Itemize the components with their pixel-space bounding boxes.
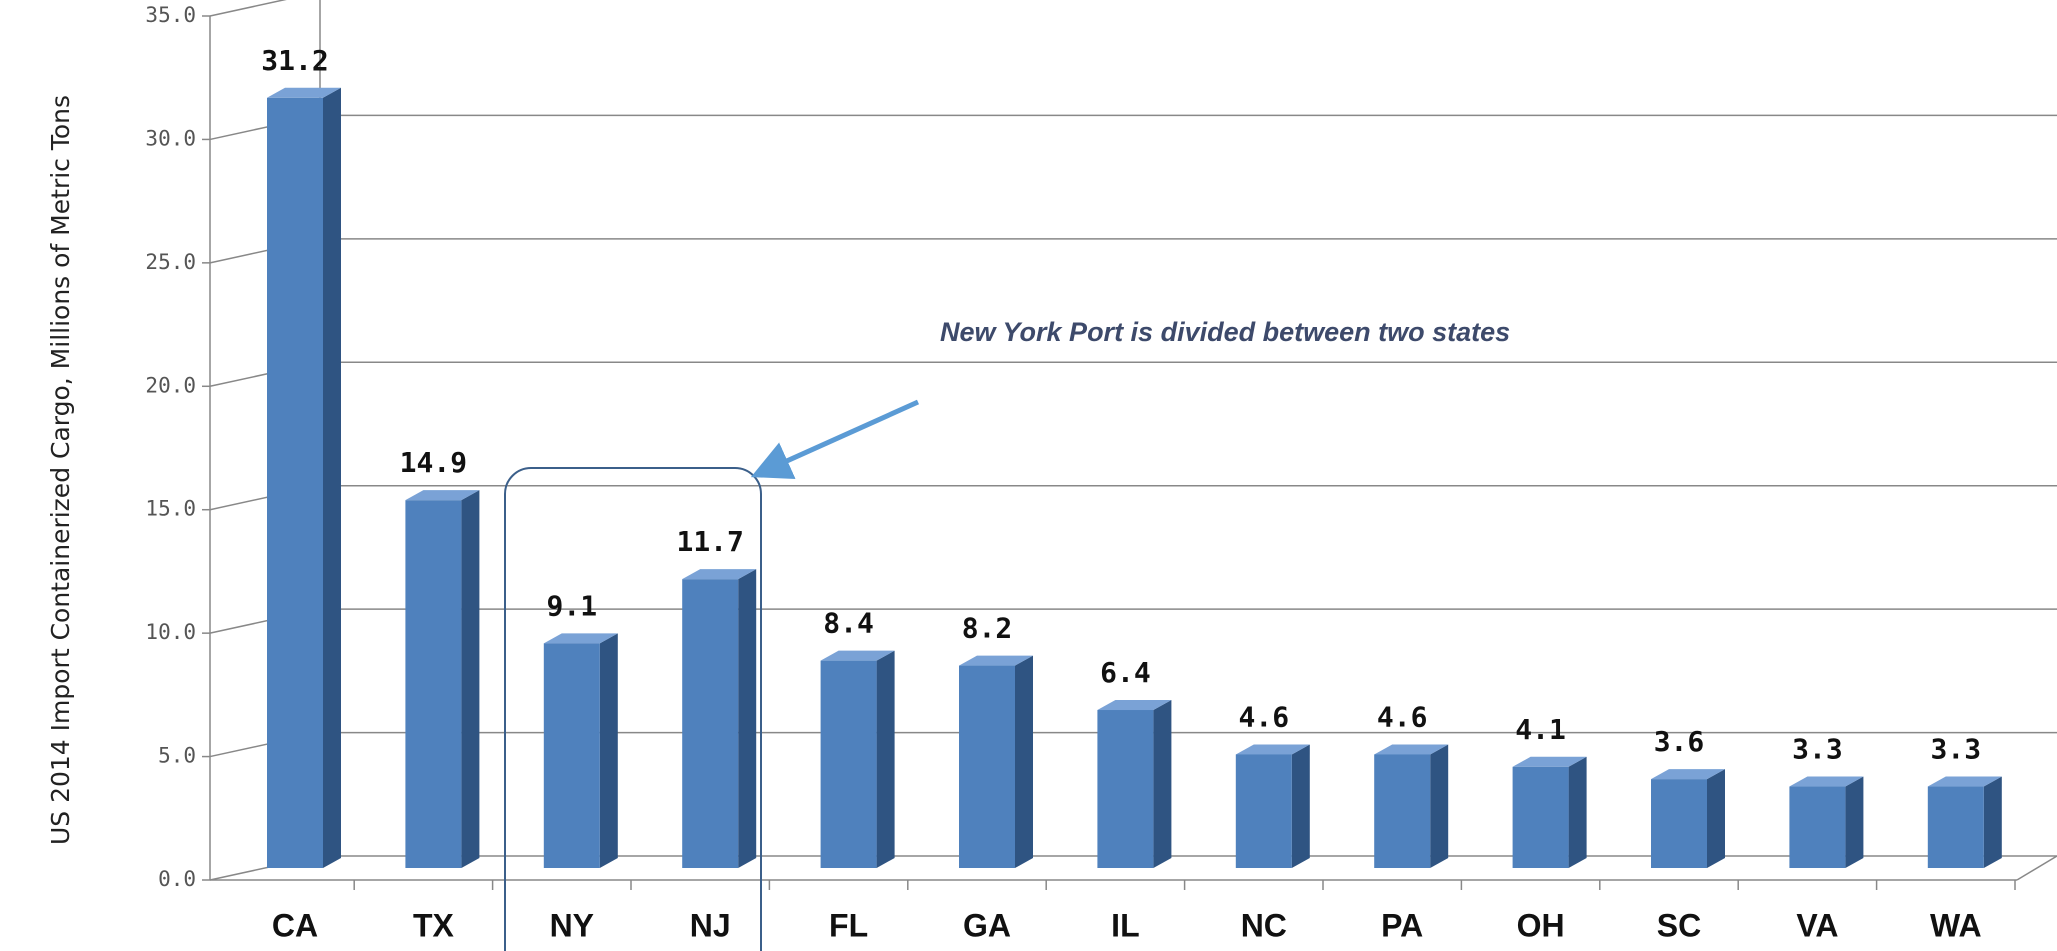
x-tick-label: SC: [1657, 907, 1701, 943]
bar: [1097, 710, 1154, 868]
bar-side: [1983, 776, 2002, 868]
bar: [820, 660, 877, 868]
bar: [1512, 766, 1569, 868]
x-tick-label: TX: [413, 907, 455, 943]
y-tick-label: 10.0: [145, 620, 196, 644]
floor-right: [2016, 855, 2057, 881]
bar-top: [267, 87, 341, 98]
y-tick-label: 30.0: [145, 126, 196, 150]
value-label: 3.3: [1931, 733, 1982, 766]
value-label: 11.7: [676, 525, 743, 558]
bar-top: [543, 633, 618, 644]
bar-top: [820, 650, 895, 661]
annotation-arrow: [750, 399, 920, 479]
bar-side: [1845, 776, 1864, 868]
y-tick-label: 5.0: [158, 744, 196, 768]
bar-side: [1015, 655, 1033, 868]
bar: [267, 97, 323, 868]
x-tick-label: CA: [272, 907, 318, 943]
y-tick-label: 35.0: [145, 3, 196, 27]
value-label: 14.9: [400, 446, 467, 479]
bars: 31.2 14.9 9.1 11.7 8.4 8.2 6.4 4.6 4.6 4.1 3.6 3.3 3…: [261, 44, 2002, 868]
value-label: 4.1: [1515, 713, 1566, 746]
bar-top: [405, 490, 480, 501]
value-label: 3.3: [1792, 733, 1843, 766]
bar-top: [1789, 776, 1864, 787]
tick-slant: [209, 0, 287, 17]
y-axis-label: US 2014 Import Containerized Cargo, Mill…: [46, 95, 75, 845]
value-label: 9.1: [547, 589, 598, 622]
bar: [543, 643, 600, 868]
bar: [1651, 779, 1707, 868]
bar: [682, 579, 739, 868]
bar-top: [959, 655, 1033, 666]
bar: [1789, 786, 1846, 868]
y-tick-label: 25.0: [145, 250, 196, 274]
x-tick-label: FL: [829, 907, 868, 943]
bar-side: [876, 650, 895, 868]
bar-side: [1153, 700, 1172, 868]
value-label: 3.6: [1654, 725, 1705, 758]
x-tick-label: IL: [1111, 907, 1139, 943]
bar-side: [1291, 744, 1310, 868]
bar: [405, 500, 462, 868]
y-tick-label: 0.0: [158, 867, 196, 891]
value-label: 31.2: [261, 44, 328, 77]
bar-top: [682, 569, 757, 580]
x-tick-label: GA: [963, 907, 1011, 943]
value-label: 8.2: [962, 612, 1013, 645]
bar-top: [1097, 700, 1172, 711]
bar-side: [1430, 744, 1449, 868]
bar: [1235, 754, 1292, 868]
bar-top: [1651, 769, 1725, 780]
value-label: 6.4: [1100, 656, 1151, 689]
bar-top: [1235, 744, 1310, 755]
bar: [959, 665, 1015, 868]
x-tick-label: WA: [1930, 907, 1982, 943]
annotation: New York Port is divided between two sta…: [940, 317, 1510, 347]
bar-top: [1512, 756, 1587, 767]
highlight-box: [504, 467, 762, 951]
bar-top: [1374, 744, 1449, 755]
bar-side: [461, 490, 480, 868]
bar-side: [1568, 756, 1587, 868]
bar-top: [1927, 776, 2002, 787]
value-label: 4.6: [1377, 700, 1428, 733]
value-label: 4.6: [1239, 700, 1290, 733]
x-tick-label: NC: [1241, 907, 1287, 943]
x-tick-label: OH: [1517, 907, 1565, 943]
bar: [1374, 754, 1431, 868]
x-tick-label: PA: [1381, 907, 1423, 943]
y-tick-label: 20.0: [145, 373, 196, 397]
bar-side: [599, 633, 618, 868]
x-tick-label: NY: [550, 907, 594, 943]
bar-side: [738, 569, 757, 868]
x-tick-label: VA: [1796, 907, 1838, 943]
y-tick-label: 15.0: [145, 497, 196, 521]
value-label: 8.4: [823, 607, 874, 640]
bar: [1927, 786, 1984, 868]
bar-side: [323, 87, 341, 868]
x-tick-label: NJ: [690, 907, 731, 943]
bar-side: [1707, 769, 1725, 868]
